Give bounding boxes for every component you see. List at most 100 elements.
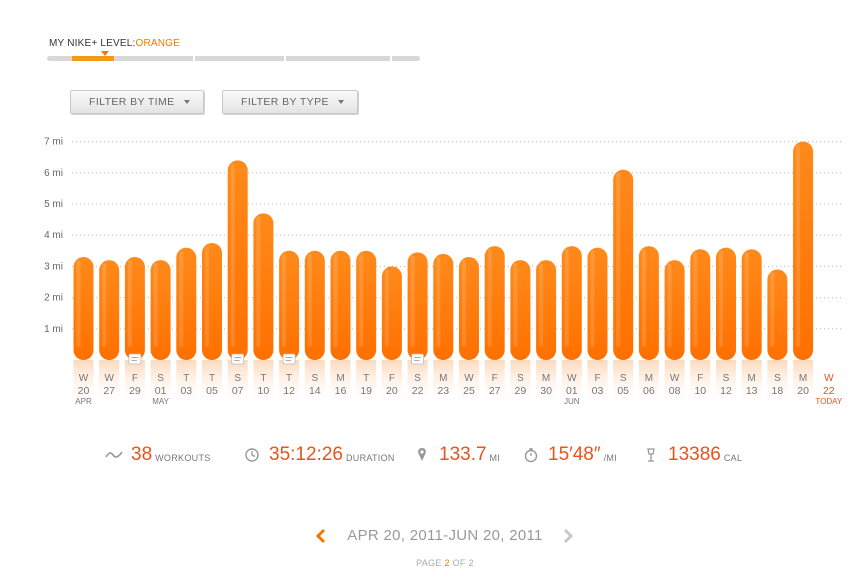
page-indicator: PAGE 2 OF 2 (340, 558, 550, 568)
date-label: 20 (78, 385, 90, 397)
workouts-icon (105, 451, 123, 458)
chevron-down-icon (183, 100, 190, 104)
date-chip (536, 360, 557, 408)
page-total: 2 (468, 558, 474, 568)
bar-highlight (76, 260, 81, 347)
stat-unit: WORKOUTS (155, 453, 211, 463)
page-current: 2 (444, 558, 450, 568)
date-label: 16 (335, 385, 347, 397)
distance-bar (741, 249, 762, 360)
month-label: MAY (152, 397, 169, 406)
date-chip (202, 360, 222, 408)
bar-highlight (641, 249, 646, 347)
day-label: S (414, 373, 421, 384)
date-label: 06 (643, 385, 655, 397)
bar-highlight (436, 256, 441, 347)
bar-highlight (719, 250, 723, 347)
day-label: T (183, 373, 189, 384)
bar-highlight (744, 252, 749, 347)
day-label: S (234, 373, 241, 384)
day-label: F (389, 373, 395, 384)
bar-highlight (796, 144, 801, 347)
distance-bar (124, 257, 145, 360)
distance-bar (407, 252, 428, 360)
date-chip (561, 360, 582, 408)
distance-bar (716, 247, 736, 360)
note-icon-body (231, 353, 245, 365)
chevron-left-icon[interactable] (312, 527, 330, 545)
bar-highlight (307, 253, 312, 347)
distance-bar (664, 260, 685, 360)
month-label: TODAY (815, 397, 842, 406)
day-label: W (567, 373, 577, 384)
bar-highlight (230, 163, 235, 347)
date-label: 18 (772, 385, 784, 397)
date-chip (99, 360, 120, 408)
distance-bar (176, 247, 197, 360)
bar-highlight (384, 269, 389, 347)
day-label: M (799, 373, 807, 384)
distance-bar (227, 160, 248, 360)
bar-highlight (667, 263, 672, 347)
distance-bar (510, 260, 531, 360)
distance-bar (279, 250, 300, 360)
note-icon-body (282, 353, 296, 365)
bar-highlight (153, 263, 158, 347)
date-chip (613, 360, 634, 408)
date-label: 23 (437, 385, 449, 397)
distance-bar (587, 247, 608, 360)
day-label: M (645, 373, 653, 384)
day-label: M (748, 373, 756, 384)
bar-highlight (462, 260, 466, 347)
distance-bar (202, 243, 222, 360)
date-label: 30 (540, 385, 552, 397)
distance-bar (690, 249, 711, 360)
stat-value: 133.7 (439, 444, 487, 465)
day-label: T (260, 373, 266, 384)
bar-highlight (513, 263, 518, 347)
stat-duration: 35:12:26 DURATION (243, 440, 395, 470)
stat-value: 15′48″ (548, 444, 601, 465)
filter-by-time-label: FILTER BY TIME (89, 96, 175, 108)
nike-level-label: MY NIKE+ LEVEL:ORANGE (49, 38, 180, 49)
bar-highlight (590, 250, 595, 347)
date-chip (664, 360, 685, 408)
distance-bar (767, 269, 788, 360)
date-range-text: APR 20, 2011-JUN 20, 2011 (347, 527, 543, 544)
page-sep: OF (452, 558, 466, 568)
note-icon-body (128, 353, 142, 365)
note-icon (128, 353, 142, 365)
day-label: T (209, 373, 215, 384)
distance-bar (561, 246, 582, 360)
note-icon (282, 353, 296, 365)
stat-distance: 133.7 MI (413, 440, 500, 470)
date-chip (176, 360, 197, 408)
date-chip (407, 360, 428, 408)
date-label: 07 (232, 385, 244, 397)
day-label: W (670, 373, 680, 384)
stat-unit: DURATION (345, 453, 395, 463)
date-label: 27 (489, 385, 501, 397)
day-label: M (542, 373, 550, 384)
date-label: 22 (412, 385, 424, 397)
day-label: S (620, 373, 627, 384)
date-chip (356, 360, 377, 408)
date-chip (279, 360, 300, 408)
bar-highlight (333, 253, 338, 347)
distance-bar (793, 141, 814, 360)
bar-highlight (770, 272, 775, 347)
date-label: 01 (566, 385, 578, 397)
distance-bar (99, 260, 120, 360)
date-label: 10 (694, 385, 706, 397)
day-label: W (824, 373, 834, 384)
date-label: 29 (129, 385, 141, 397)
filter-by-type-button[interactable]: FILTER BY TYPE (222, 90, 358, 114)
filter-by-time-button[interactable]: FILTER BY TIME (70, 90, 204, 114)
chevron-right-icon[interactable] (559, 527, 577, 545)
day-label: M (439, 373, 447, 384)
level-marker-icon (101, 51, 109, 56)
date-label: 25 (463, 385, 475, 397)
distance-bar (356, 250, 377, 360)
date-chip (253, 360, 274, 408)
bar-highlight (693, 252, 698, 347)
